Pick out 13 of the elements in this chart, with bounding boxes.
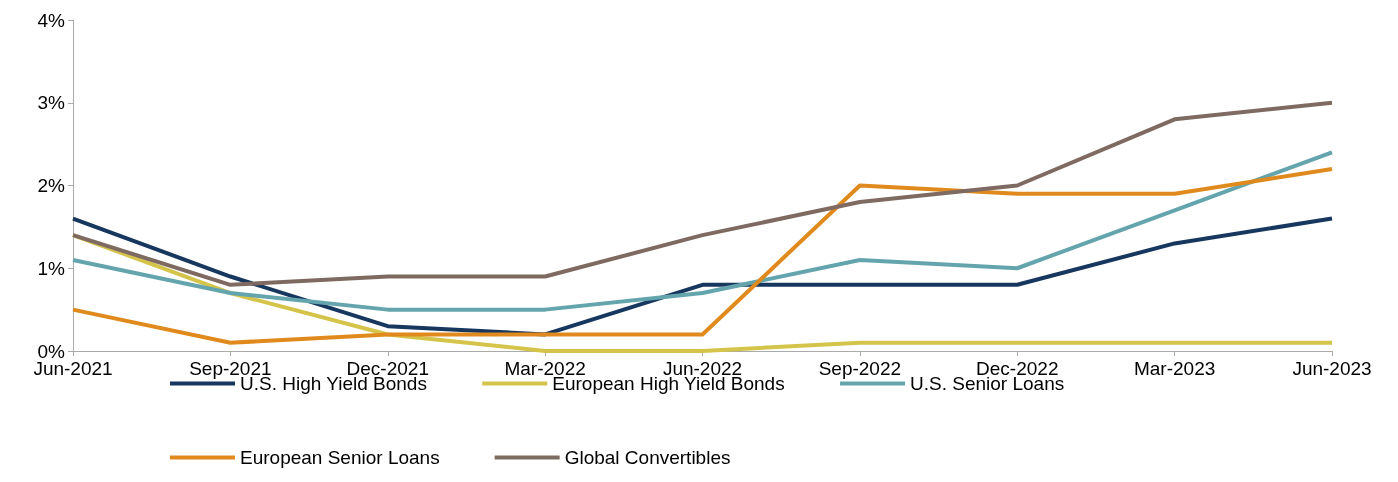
x-tick-label: Jun-2023	[1292, 358, 1372, 379]
y-tick-label: 4%	[37, 9, 66, 31]
line-series	[71, 150, 1334, 312]
x-tick-label: Sep-2022	[818, 358, 902, 379]
line-series	[71, 100, 1334, 287]
x-tick-label: Sep-2021	[189, 358, 272, 379]
legend-label: European Senior Loans	[240, 447, 440, 468]
y-tick-label: 3%	[37, 92, 66, 114]
line-series	[71, 166, 1334, 345]
x-tick-label: Mar-2023	[1133, 358, 1216, 379]
y-tick-label: 2%	[37, 175, 66, 196]
legend-label: Global Convertibles	[564, 447, 731, 468]
y-tick-label: 1%	[37, 257, 66, 279]
